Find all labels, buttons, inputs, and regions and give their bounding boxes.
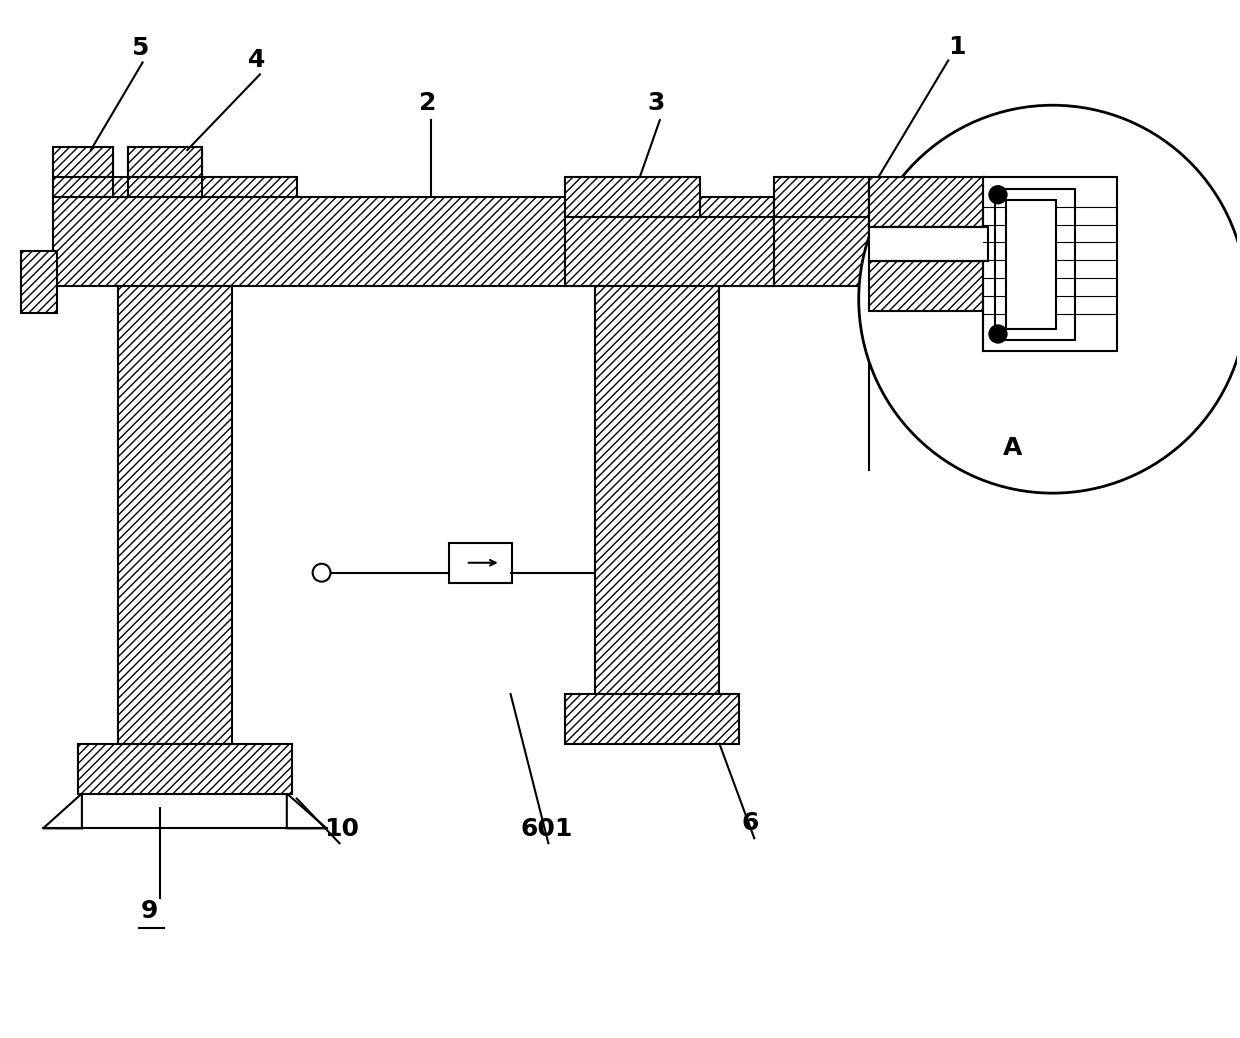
Text: 601: 601	[521, 817, 573, 841]
Text: A: A	[1003, 436, 1022, 460]
Bar	[869, 176, 988, 226]
Text: 6: 6	[742, 812, 759, 836]
Bar	[595, 286, 719, 694]
Bar	[994, 189, 1075, 340]
Circle shape	[859, 105, 1240, 493]
Text: 5: 5	[130, 36, 148, 60]
Text: 2: 2	[419, 91, 436, 115]
Bar	[869, 226, 988, 262]
Text: 3: 3	[647, 91, 665, 115]
Text: 10: 10	[325, 817, 360, 841]
Bar	[983, 176, 1117, 351]
Circle shape	[312, 564, 331, 581]
Text: 4: 4	[248, 49, 265, 73]
Text: 1: 1	[949, 35, 966, 59]
Bar	[21, 251, 57, 313]
Bar	[565, 176, 699, 217]
Bar	[1006, 199, 1055, 329]
Bar	[53, 176, 296, 197]
Circle shape	[990, 186, 1007, 203]
Bar	[53, 197, 774, 286]
Bar	[565, 217, 774, 286]
Bar	[118, 286, 232, 744]
Bar	[449, 543, 512, 582]
Bar	[774, 197, 869, 286]
Bar	[869, 262, 988, 311]
Bar	[774, 176, 869, 217]
Bar	[78, 744, 291, 793]
Text: 9: 9	[140, 899, 157, 923]
Bar	[565, 694, 739, 744]
Circle shape	[990, 325, 1007, 343]
Bar	[53, 147, 113, 176]
Polygon shape	[286, 793, 326, 828]
Bar	[128, 147, 202, 176]
Polygon shape	[43, 793, 82, 828]
